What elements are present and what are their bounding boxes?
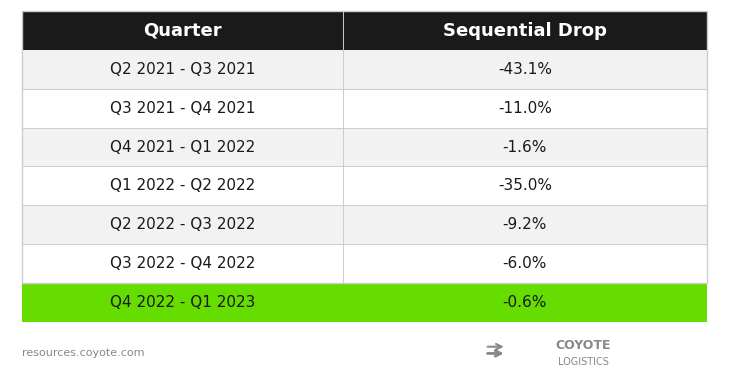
Text: resources.coyote.com: resources.coyote.com [22, 349, 144, 358]
Text: Q1 2022 - Q2 2022: Q1 2022 - Q2 2022 [109, 178, 255, 193]
FancyBboxPatch shape [343, 128, 707, 166]
FancyBboxPatch shape [22, 89, 343, 128]
Text: Q4 2021 - Q1 2022: Q4 2021 - Q1 2022 [109, 140, 255, 154]
FancyBboxPatch shape [22, 283, 343, 322]
Text: LOGISTICS: LOGISTICS [558, 357, 609, 367]
FancyBboxPatch shape [22, 50, 343, 89]
Text: -9.2%: -9.2% [503, 217, 547, 232]
Text: -35.0%: -35.0% [498, 178, 552, 193]
Text: -11.0%: -11.0% [498, 101, 552, 116]
Text: Q2 2021 - Q3 2021: Q2 2021 - Q3 2021 [109, 62, 255, 77]
FancyBboxPatch shape [22, 244, 343, 283]
FancyBboxPatch shape [343, 166, 707, 205]
FancyBboxPatch shape [343, 244, 707, 283]
FancyBboxPatch shape [22, 205, 343, 244]
FancyBboxPatch shape [343, 205, 707, 244]
Text: Q3 2022 - Q4 2022: Q3 2022 - Q4 2022 [109, 256, 255, 271]
Text: Sequential Drop: Sequential Drop [443, 22, 607, 40]
Text: -1.6%: -1.6% [503, 140, 547, 154]
FancyBboxPatch shape [343, 11, 707, 50]
Bar [22, 11, 707, 283]
FancyBboxPatch shape [343, 89, 707, 128]
FancyBboxPatch shape [22, 166, 343, 205]
Text: Q3 2021 - Q4 2021: Q3 2021 - Q4 2021 [109, 101, 255, 116]
Text: Quarter: Quarter [143, 22, 222, 40]
Text: -43.1%: -43.1% [498, 62, 552, 77]
Text: COYOTE: COYOTE [555, 339, 611, 352]
FancyBboxPatch shape [343, 283, 707, 322]
Text: Q2 2022 - Q3 2022: Q2 2022 - Q3 2022 [109, 217, 255, 232]
Text: -0.6%: -0.6% [503, 295, 547, 310]
FancyBboxPatch shape [22, 128, 343, 166]
Text: -6.0%: -6.0% [503, 256, 547, 271]
FancyBboxPatch shape [22, 11, 343, 50]
Text: Q4 2022 - Q1 2023: Q4 2022 - Q1 2023 [109, 295, 255, 310]
FancyBboxPatch shape [343, 50, 707, 89]
